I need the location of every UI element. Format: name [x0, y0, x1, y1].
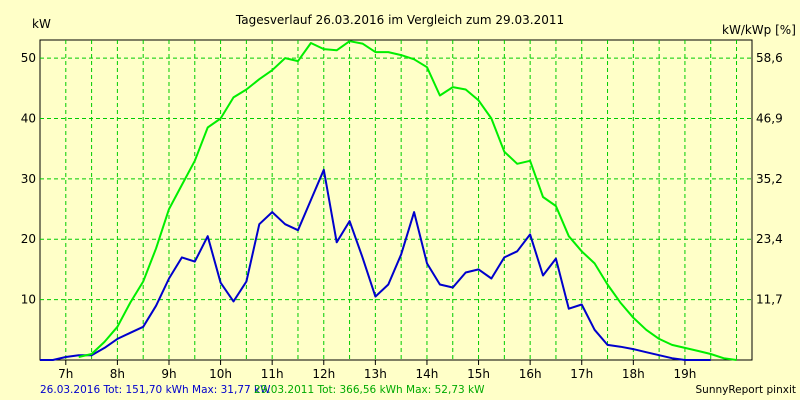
- x-tick-label: 19h: [673, 367, 696, 381]
- y-axis-left-label: kW: [32, 17, 51, 31]
- footer-credit: SunnyReport pinxit: [696, 384, 796, 396]
- x-tick-label: 10h: [209, 367, 232, 381]
- footer-series-1-summary: 26.03.2016 Tot: 151,70 kWh Max: 31,77 kW: [40, 384, 271, 396]
- x-tick-label: 7h: [58, 367, 73, 381]
- chart-title: Tagesverlauf 26.03.2016 im Vergleich zum…: [235, 13, 564, 27]
- y-tick-label-right: 58,6: [756, 51, 783, 65]
- y-tick-label-left: 50: [21, 51, 36, 65]
- x-tick-label: 9h: [161, 367, 176, 381]
- y-tick-label-left: 40: [21, 111, 36, 125]
- y-tick-label-right: 35,2: [756, 172, 783, 186]
- y-tick-label-right: 23,4: [756, 232, 783, 246]
- x-tick-label: 16h: [519, 367, 542, 381]
- y-axis-right-label: kW/kWp [%]: [722, 23, 796, 37]
- footer-series-2-summary: 29.03.2011 Tot: 366,56 kWh Max: 52,73 kW: [254, 384, 485, 396]
- y-tick-label-left: 30: [21, 172, 36, 186]
- x-tick-label: 14h: [416, 367, 439, 381]
- x-tick-label: 18h: [622, 367, 645, 381]
- y-tick-label-right: 11,7: [756, 293, 783, 307]
- x-tick-label: 12h: [312, 367, 335, 381]
- tick-layer: 7h 8h 9h 10h 11h 12h 13h 14h 15h 16h 17h 18h 19h 10 11…: [21, 51, 783, 381]
- x-tick-label: 8h: [110, 367, 125, 381]
- x-tick-label: 13h: [364, 367, 387, 381]
- y-tick-label-left: 10: [21, 293, 36, 307]
- plot-area: [39, 39, 753, 361]
- y-tick-label-right: 46,9: [756, 111, 783, 125]
- series-line-2011: [78, 40, 737, 361]
- grid-layer: [40, 40, 752, 360]
- series-layer: [40, 40, 737, 361]
- y-tick-label-left: 20: [21, 232, 36, 246]
- x-tick-label: 17h: [570, 367, 593, 381]
- x-tick-label: 15h: [467, 367, 490, 381]
- x-tick-label: 11h: [261, 367, 284, 381]
- series-line-2016: [40, 168, 711, 361]
